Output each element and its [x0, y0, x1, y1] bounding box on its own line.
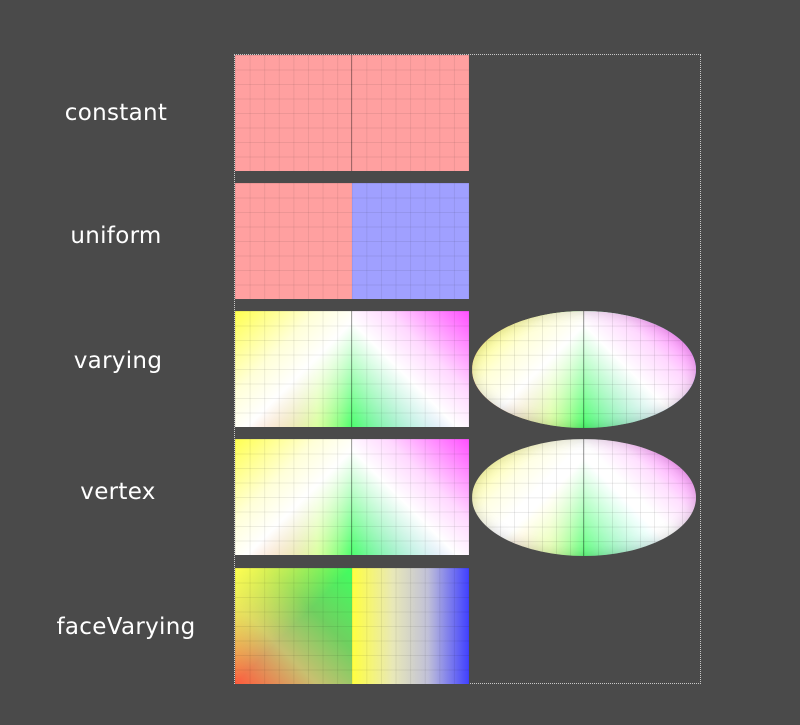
- uniform-patch: [235, 183, 469, 299]
- facevarying-face-right: [352, 568, 469, 684]
- row-label-facevarying: faceVarying: [56, 614, 196, 640]
- varying-face-right: [352, 311, 469, 427]
- vertex-face-left: [235, 439, 352, 555]
- varying-face-left: [235, 311, 352, 427]
- facevarying-patch: [235, 568, 469, 684]
- vertex-subdivided-surface: [472, 439, 696, 556]
- row-label-uniform: uniform: [70, 223, 162, 249]
- vertex-face-right: [352, 439, 469, 555]
- row-label-varying: varying: [73, 348, 163, 374]
- facevarying-face-left: [235, 568, 352, 684]
- constant-patch: [235, 55, 469, 171]
- varying-patch: [235, 311, 469, 427]
- vertex-patch: [235, 439, 469, 555]
- varying-subdivided-surface: [472, 311, 696, 428]
- uniform-face-left: [235, 183, 352, 299]
- row-label-constant: constant: [64, 100, 168, 126]
- row-label-vertex: vertex: [80, 479, 156, 505]
- uniform-face-right: [352, 183, 469, 299]
